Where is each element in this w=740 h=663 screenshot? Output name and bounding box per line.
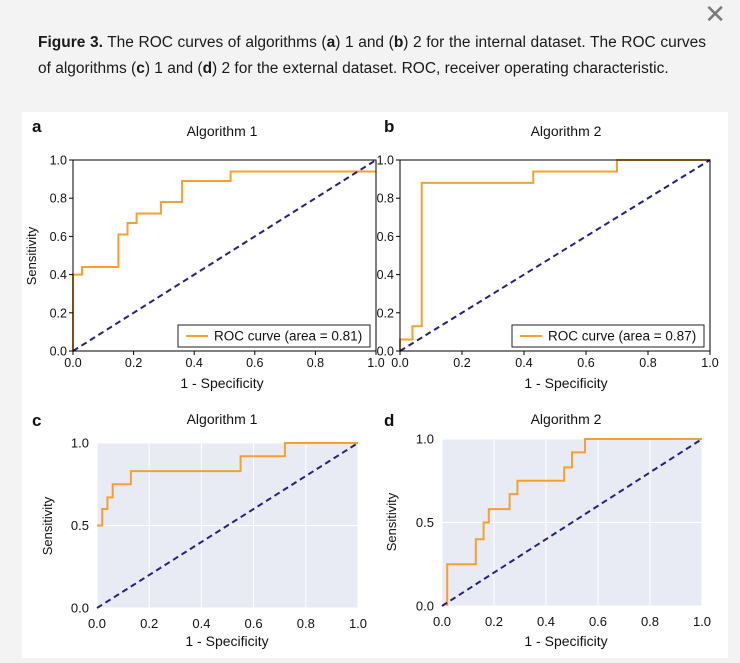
caption-segment: ) 2 for the internal dataset. The ROC cu… xyxy=(38,34,706,77)
roc-curve-line xyxy=(72,170,376,351)
panel-letter: a xyxy=(32,117,42,136)
chart-title: Algorithm 1 xyxy=(187,123,258,139)
y-tick-label: 0.0 xyxy=(71,601,89,616)
x-tick-label: 0.0 xyxy=(433,614,451,629)
y-tick-label: 1.0 xyxy=(50,154,67,168)
x-tick-label: 0.4 xyxy=(537,614,555,629)
y-axis-label: Sensitivity xyxy=(40,496,55,555)
y-tick-label: 1.0 xyxy=(71,436,89,451)
x-tick-label: 1.0 xyxy=(693,614,711,629)
legend: ROC curve (area = 0.87) xyxy=(511,324,705,348)
caption-segment: The ROC curves of algorithms ( xyxy=(102,34,327,51)
chart-title: Algorithm 2 xyxy=(531,411,602,427)
x-tick-label: 0.2 xyxy=(125,356,142,370)
caption-segment: a xyxy=(326,34,336,51)
panel-letter: d xyxy=(384,411,394,430)
caption-segment: ) 1 and ( xyxy=(144,60,203,77)
y-tick-label: 0.0 xyxy=(416,599,434,614)
chart-title: Algorithm 2 xyxy=(531,123,602,139)
x-tick-label: 0.4 xyxy=(192,616,210,631)
legend-label: ROC curve (area = 0.81) xyxy=(214,329,362,344)
x-tick-label: 0.2 xyxy=(485,614,503,629)
x-axis-label: 1 - Specificity xyxy=(524,633,607,649)
legend-box xyxy=(177,324,371,348)
x-tick-label: 0.2 xyxy=(453,356,470,370)
diagonal-reference-line xyxy=(441,438,703,607)
close-icon[interactable]: ✕ xyxy=(704,0,726,30)
caption-segment: ) 2 for the external dataset. ROC, recei… xyxy=(212,60,669,77)
x-tick-label: 0.0 xyxy=(88,616,106,631)
x-tick-label: 0.8 xyxy=(639,356,656,370)
caption-text: The ROC curves of algorithms (a) 1 and (… xyxy=(38,34,706,77)
x-tick-label: 1.0 xyxy=(349,616,367,631)
x-tick-label: 0.6 xyxy=(245,616,263,631)
y-tick-label: 0.4 xyxy=(50,268,67,282)
chart-title: Algorithm 1 xyxy=(187,411,258,427)
y-tick-label: 0.5 xyxy=(71,518,89,533)
x-axis-label: 1 - Specificity xyxy=(180,375,263,391)
caption-segment: b xyxy=(393,34,404,51)
figure-caption: Figure 3. The ROC curves of algorithms (… xyxy=(38,30,706,82)
diagonal-reference-line xyxy=(399,159,711,352)
y-tick-label: 0.0 xyxy=(377,345,394,359)
x-tick-label: 0.8 xyxy=(297,616,315,631)
y-tick-label: 0.6 xyxy=(50,230,67,244)
roc-curve-line xyxy=(399,159,710,351)
y-tick-label: 0.8 xyxy=(50,192,67,206)
x-tick-label: 0.6 xyxy=(589,614,607,629)
x-tick-label: 1.0 xyxy=(367,356,384,370)
y-tick-label: 0.0 xyxy=(50,345,67,359)
figure-panel: 0.0 0.2 0.4 0.6 0.8 1.0 0.0 0.2 0.4 0.6 0.8 1.0 Algo… xyxy=(22,112,728,658)
x-tick-label: 0.8 xyxy=(307,356,324,370)
chart-panel-b: 0.0 0.2 0.4 0.6 0.8 1.0 0.0 0.2 0.4 0.6 0.8 1.0 Algo… xyxy=(377,117,719,391)
legend: ROC curve (area = 0.81) xyxy=(177,324,371,348)
legend-box xyxy=(511,324,705,348)
chart-panel-a: 0.0 0.2 0.4 0.6 0.8 1.0 0.0 0.2 0.4 0.6 0.8 1.0 Algo… xyxy=(24,117,385,391)
chart-panel-d: 0.0 0.2 0.4 0.6 0.8 1.0 0.0 0.5 1.0 Algorithm 2 d 1… xyxy=(384,411,711,649)
roc-curve-line xyxy=(446,438,702,606)
caption-segment: ) 1 and ( xyxy=(335,34,394,51)
y-tick-label: 1.0 xyxy=(377,154,394,168)
roc-figure: 0.0 0.2 0.4 0.6 0.8 1.00.00.20.40.60.81.0Algo… xyxy=(24,117,719,649)
y-axis-label: Sensitivity xyxy=(384,492,399,551)
x-tick-label: 0.6 xyxy=(577,356,594,370)
caption-segment: c xyxy=(136,60,145,77)
y-tick-label: 0.4 xyxy=(377,268,394,282)
y-tick-label: 0.6 xyxy=(377,230,394,244)
plot-frame xyxy=(72,159,377,352)
x-tick-label: 0.0 xyxy=(64,356,81,370)
chart-panel-c: 0.0 0.2 0.4 0.6 0.8 1.0 0.0 0.5 1.0 Algorithm 1 c 1… xyxy=(32,411,367,649)
roc-curve-line xyxy=(97,442,358,527)
y-tick-label: 0.5 xyxy=(416,515,434,530)
y-tick-label: 0.8 xyxy=(377,192,394,206)
plot-area xyxy=(73,160,376,351)
x-tick-label: 0.8 xyxy=(641,614,659,629)
x-tick-label: 0.6 xyxy=(246,356,263,370)
x-tick-label: 0.4 xyxy=(515,356,532,370)
y-tick-label: 0.2 xyxy=(50,306,67,320)
y-axis-label: Sensitivity xyxy=(24,226,39,285)
x-tick-label: 0.0 xyxy=(391,356,408,370)
x-axis-label: 1 - Specificity xyxy=(524,375,607,391)
y-tick-label: 0.2 xyxy=(377,306,394,320)
caption-segment: d xyxy=(202,60,213,77)
x-tick-label: 0.4 xyxy=(186,356,203,370)
y-tick-label: 1.0 xyxy=(416,432,434,447)
figure-label: Figure 3. xyxy=(38,34,103,51)
diagonal-reference-line xyxy=(96,442,359,609)
legend-label: ROC curve (area = 0.87) xyxy=(548,329,696,344)
x-tick-label: 1.0 xyxy=(701,356,718,370)
x-tick-label: 0.2 xyxy=(140,616,158,631)
x-axis-label: 1 - Specificity xyxy=(185,633,268,649)
panel-letter: b xyxy=(384,117,394,136)
panel-letter: c xyxy=(32,411,41,430)
plot-frame xyxy=(399,159,711,352)
